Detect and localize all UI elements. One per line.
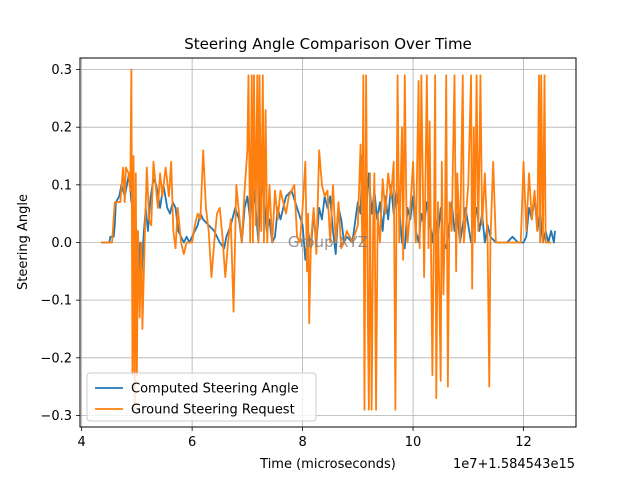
legend-box <box>86 372 317 422</box>
x-axis-label: Time (microseconds) <box>259 457 396 472</box>
x-tick-label: 6 <box>188 435 196 450</box>
series-lines <box>100 68 556 411</box>
legend-label: Computed Steering Angle <box>131 382 299 397</box>
y-tick-label: −0.3 <box>40 409 72 424</box>
x-tick-label: 10 <box>405 435 422 450</box>
legend-label: Ground Steering Request <box>131 403 295 418</box>
x-tick-label: 8 <box>298 435 306 450</box>
axis-ticks: 4 6 8 10 12 0.3 0.2 0.1 0.0 −0.1 −0.2 −0.3 <box>40 63 531 450</box>
y-tick-label: −0.1 <box>40 294 72 309</box>
y-tick-label: 0.1 <box>51 178 72 193</box>
group-annotation: Group XYZ <box>288 233 368 251</box>
x-axis-offset-label: 1e7+1.584543e15 <box>453 457 575 472</box>
x-tick-label: 12 <box>515 435 532 450</box>
y-tick-label: 0.3 <box>51 63 72 78</box>
chart-title: Steering Angle Comparison Over Time <box>184 35 472 53</box>
series-line-2 <box>100 68 552 411</box>
y-axis-label: Steering Angle <box>16 194 31 290</box>
x-tick-label: 4 <box>78 435 86 450</box>
y-tick-label: 0.0 <box>51 236 72 251</box>
y-tick-label: −0.2 <box>40 351 72 366</box>
legend: Computed Steering Angle Ground Steering R… <box>86 372 317 422</box>
y-tick-label: 0.2 <box>51 121 72 136</box>
